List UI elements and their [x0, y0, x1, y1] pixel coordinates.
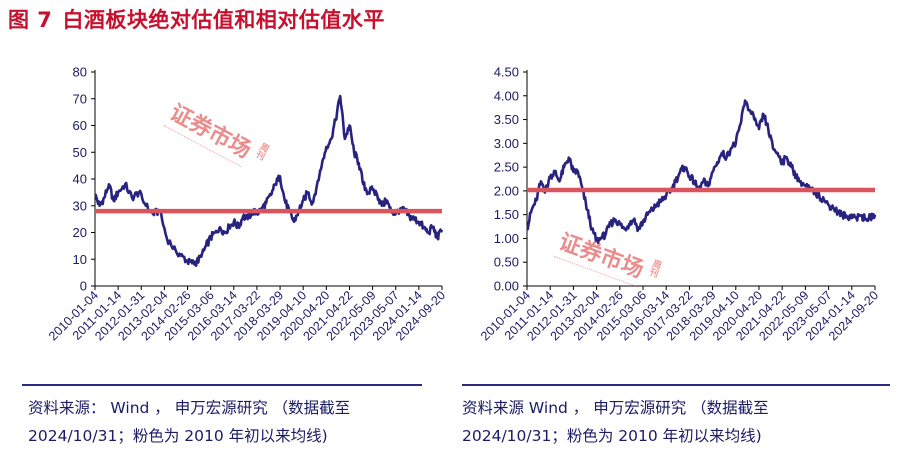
source-note-left: 资料来源： Wind ， 申万宏源研究 （数据截至 2024/10/31；粉色为… — [28, 394, 448, 450]
y-tick-label: 60 — [73, 118, 87, 133]
figure-title-text: 白酒板块绝对估值和相对估值水平 — [62, 8, 385, 32]
y-tick-label: 0 — [80, 279, 87, 294]
y-tick-label: 0.00 — [494, 279, 519, 294]
y-tick-label: 80 — [73, 65, 87, 80]
y-tick-label: 3.00 — [494, 136, 519, 151]
source-right-line1: 资料来源 Wind ， 申万宏源研究 （数据截至 — [462, 399, 769, 417]
y-tick-label: 50 — [73, 145, 87, 160]
y-tick-label: 4.00 — [494, 88, 519, 103]
valuation-series-line — [526, 99, 877, 245]
figure-title: 图 7 白酒板块绝对估值和相对估值水平 — [8, 4, 385, 34]
source-note-right: 资料来源 Wind ， 申万宏源研究 （数据截至 2024/10/31；粉色为 … — [462, 394, 882, 450]
source-left-line1: 资料来源： Wind ， 申万宏源研究 （数据截至 — [28, 399, 351, 417]
divider-left — [22, 384, 422, 386]
y-tick-label: 0.50 — [494, 255, 519, 270]
y-tick-label: 2.50 — [494, 160, 519, 175]
y-tick-label: 2.00 — [494, 183, 519, 198]
absolute-valuation-chart: 010203040506070802010-01-042011-01-14201… — [46, 65, 448, 344]
y-tick-label: 1.50 — [494, 207, 519, 222]
source-left-line2: 2024/10/31；粉色为 2010 年初以来均线) — [28, 427, 328, 445]
y-tick-label: 3.50 — [494, 112, 519, 127]
y-tick-label: 20 — [73, 225, 87, 240]
figure-number: 图 7 — [8, 8, 53, 32]
divider-right — [462, 384, 890, 386]
y-tick-label: 1.00 — [494, 231, 519, 246]
y-tick-label: 4.50 — [494, 65, 519, 80]
source-right-line2: 2024/10/31；粉色为 2010 年初以来均线) — [462, 427, 762, 445]
y-tick-label: 70 — [73, 91, 87, 106]
y-tick-label: 40 — [73, 172, 87, 187]
y-tick-label: 30 — [73, 198, 87, 213]
relative-valuation-chart: 0.00 0.50 1.00 1.50 2.00 2.50 3.00 3.50 4.00 4.50… — [478, 65, 881, 344]
valuation-series-line — [94, 94, 444, 267]
y-tick-label: 10 — [73, 252, 87, 267]
